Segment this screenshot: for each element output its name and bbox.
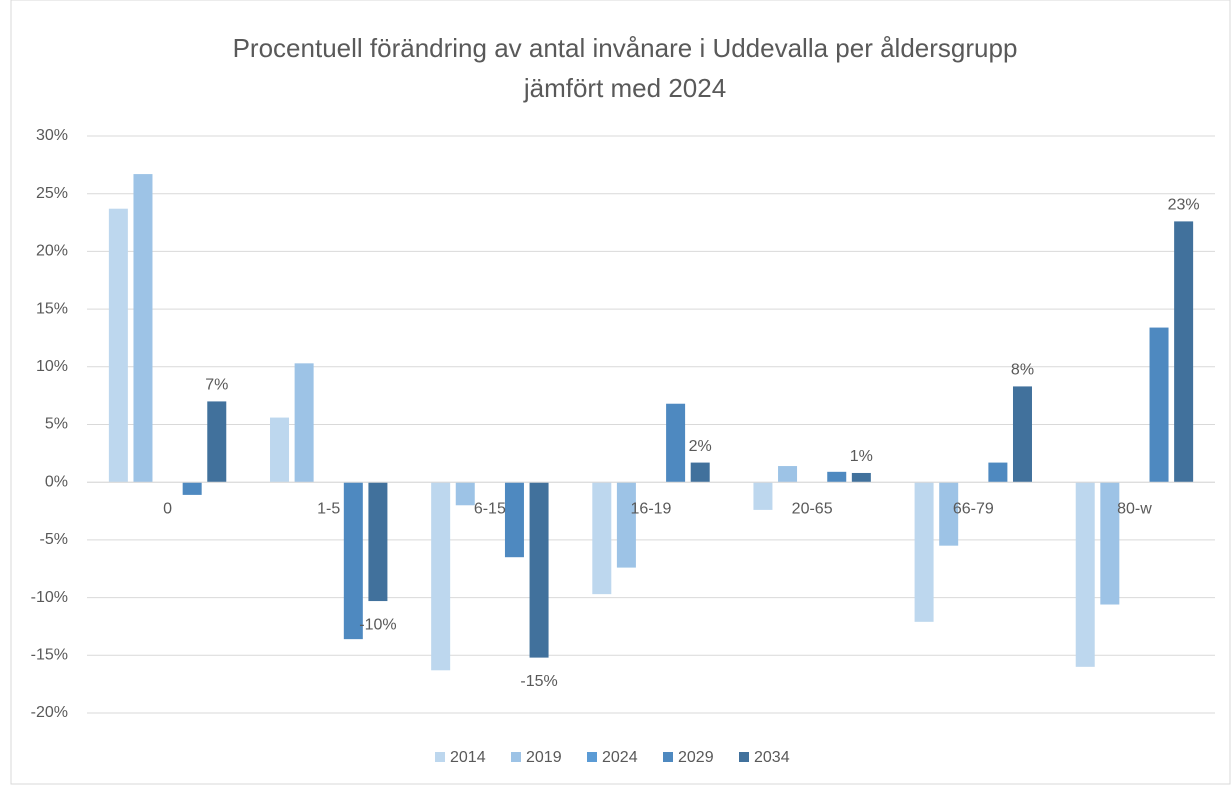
data-label: 8% [1011, 362, 1034, 379]
bar [1149, 327, 1169, 483]
y-tick-label: -20% [31, 704, 68, 721]
legend-swatch [663, 752, 673, 762]
bar [1100, 482, 1120, 605]
x-tick-label: 20-65 [792, 500, 833, 517]
y-tick-label: 20% [36, 243, 68, 260]
bar [270, 417, 290, 483]
legend-label: 2034 [754, 749, 790, 766]
chart-title: Procentuell förändring av antal invånare… [233, 33, 1018, 63]
bar [343, 482, 363, 640]
x-tick-label: 6-15 [474, 500, 506, 517]
bar [368, 482, 388, 602]
bar [851, 472, 871, 483]
bar [592, 482, 612, 595]
bar [939, 482, 959, 546]
bar [529, 482, 549, 658]
y-tick-label: -10% [31, 589, 68, 606]
bar [182, 482, 202, 495]
data-label: -15% [520, 673, 557, 690]
y-tick-label: 5% [45, 416, 68, 433]
legend-swatch [739, 752, 749, 762]
legend-swatch [587, 752, 597, 762]
x-tick-label: 80-w [1117, 500, 1152, 517]
data-label: 7% [205, 377, 228, 394]
bar [133, 174, 153, 483]
chart-frame [10, 0, 1231, 785]
bar [914, 482, 934, 622]
y-tick-label: -15% [31, 647, 68, 664]
bar [1174, 221, 1194, 483]
legend-label: 2014 [450, 749, 486, 766]
legend-label: 2024 [602, 749, 638, 766]
legend-label: 2019 [526, 749, 562, 766]
x-tick-label: 1-5 [317, 500, 340, 517]
legend-swatch [511, 752, 521, 762]
data-label: 1% [850, 448, 873, 465]
bar [504, 482, 524, 558]
bar [988, 462, 1008, 483]
bar [1075, 482, 1095, 667]
bar [666, 403, 686, 483]
chart-subtitle: jämfört med 2024 [523, 73, 726, 103]
bar [616, 482, 636, 568]
data-label: -10% [359, 616, 396, 633]
y-tick-label: 10% [36, 358, 68, 375]
legend-label: 2029 [678, 749, 714, 766]
x-tick-label: 16-19 [631, 500, 672, 517]
bar [455, 482, 475, 506]
legend-swatch [435, 752, 445, 762]
data-label: 2% [689, 438, 712, 455]
y-tick-label: 25% [36, 185, 68, 202]
bar [431, 482, 451, 671]
bar [827, 471, 847, 483]
y-tick-label: 0% [45, 473, 68, 490]
bar [207, 401, 227, 483]
bar [778, 466, 798, 483]
y-tick-label: -5% [40, 531, 68, 548]
y-tick-label: 30% [36, 127, 68, 144]
y-tick-label: 15% [36, 300, 68, 317]
bar [294, 363, 314, 483]
bar [690, 462, 710, 483]
data-label: 23% [1168, 197, 1200, 214]
bar [108, 208, 128, 483]
bar [1012, 386, 1032, 483]
bar [753, 482, 773, 510]
x-tick-label: 66-79 [953, 500, 994, 517]
x-tick-label: 0 [163, 500, 172, 517]
